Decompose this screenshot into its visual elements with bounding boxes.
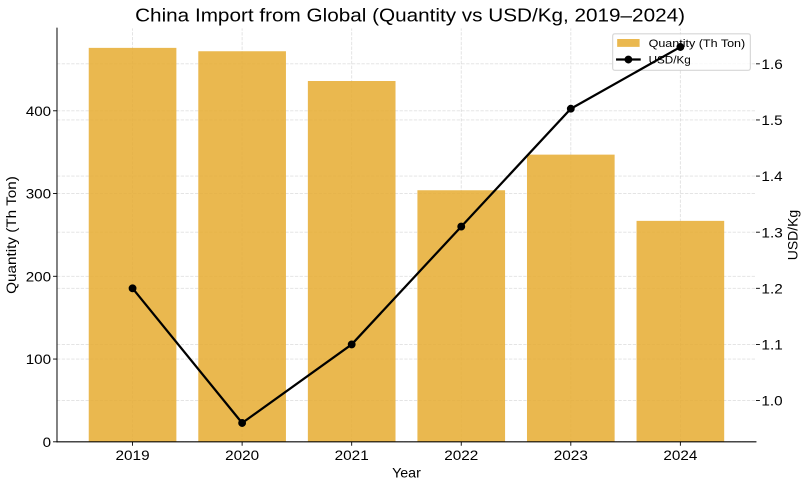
svg-text:USD/Kg: USD/Kg	[649, 54, 691, 66]
svg-text:2019: 2019	[116, 448, 150, 463]
svg-text:1.2: 1.2	[761, 281, 782, 296]
svg-text:2020: 2020	[225, 448, 259, 463]
svg-text:300: 300	[26, 187, 51, 202]
svg-text:1.3: 1.3	[761, 225, 782, 240]
svg-text:2024: 2024	[663, 448, 698, 463]
svg-text:China Import from Global (Quan: China Import from Global (Quantity vs US…	[135, 5, 685, 25]
svg-text:2022: 2022	[444, 448, 478, 463]
svg-text:Year: Year	[392, 466, 421, 481]
svg-text:Quantity (Th Ton): Quantity (Th Ton)	[649, 38, 746, 50]
svg-text:0: 0	[43, 435, 51, 450]
svg-text:100: 100	[26, 352, 51, 367]
svg-text:1.4: 1.4	[761, 169, 783, 184]
svg-text:1.0: 1.0	[761, 394, 782, 409]
svg-text:1.6: 1.6	[761, 57, 782, 72]
svg-text:USD/Kg: USD/Kg	[786, 210, 801, 260]
svg-text:200: 200	[26, 269, 51, 284]
svg-text:400: 400	[26, 104, 51, 119]
svg-text:1.5: 1.5	[761, 113, 782, 128]
svg-text:Quantity (Th Ton): Quantity (Th Ton)	[4, 176, 19, 294]
svg-text:2021: 2021	[335, 448, 369, 463]
svg-text:1.1: 1.1	[761, 338, 782, 353]
svg-text:2023: 2023	[554, 448, 588, 463]
